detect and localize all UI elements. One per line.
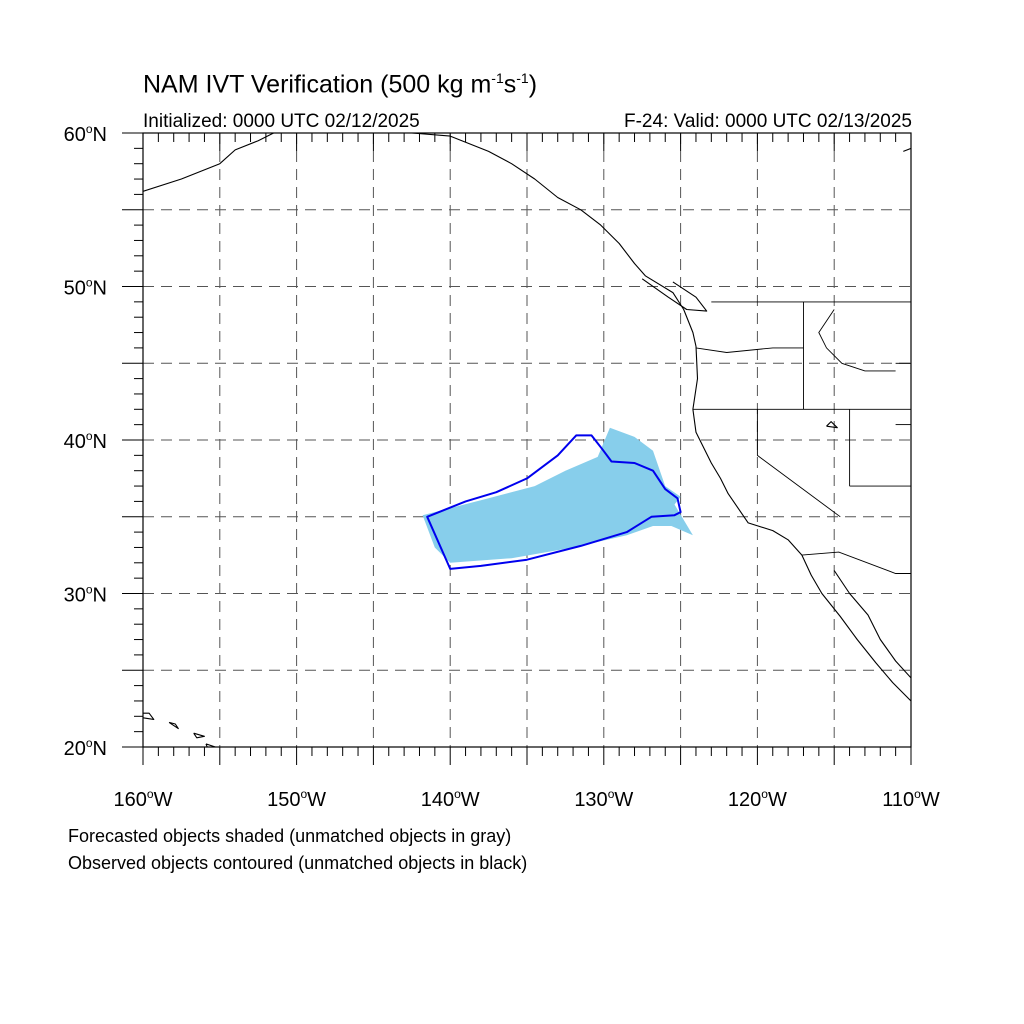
page-title: NAM IVT Verification (500 kg m-1s-1) <box>143 70 537 99</box>
lat-label: 60oN <box>64 122 107 146</box>
lon-label: 120oW <box>728 787 787 811</box>
lon-label: 140oW <box>421 787 480 811</box>
border-segment <box>818 309 896 372</box>
border-segment <box>801 551 911 574</box>
lon-label: 160oW <box>114 787 173 811</box>
lon-label: 130oW <box>574 787 633 811</box>
graticule <box>143 133 911 747</box>
coastline-segment <box>205 743 218 747</box>
border-segment <box>695 347 804 353</box>
coastline-segment <box>833 570 911 679</box>
axis-ticks <box>122 132 912 765</box>
lat-label: 20oN <box>64 736 107 760</box>
lat-label: 50oN <box>64 276 107 300</box>
title-close: ) <box>528 70 538 99</box>
coastline-segment <box>168 721 179 730</box>
footnote-forecast: Forecasted objects shaded (unmatched obj… <box>68 826 512 846</box>
valid-time: F-24: Valid: 0000 UTC 02/13/2025 <box>624 111 912 132</box>
title-exponent-1: -1 <box>491 70 504 86</box>
forecast-objects <box>422 427 693 563</box>
coastline-segment <box>143 712 155 720</box>
coastline-segment <box>193 732 205 739</box>
title-unit-s: s <box>503 70 517 99</box>
coastline-segment <box>143 133 274 192</box>
lon-label: 110oW <box>882 787 940 811</box>
coastline-segment <box>411 133 911 702</box>
coastline-segment <box>641 278 708 312</box>
coastline-segment <box>826 421 838 429</box>
political-borders <box>692 301 911 574</box>
title-exponent-2: -1 <box>516 70 529 86</box>
lat-label: 40oN <box>64 429 107 453</box>
title-text: NAM IVT Verification (500 kg m <box>143 70 492 99</box>
lat-label: 30oN <box>64 583 107 607</box>
coastline-segment <box>903 147 911 152</box>
axis-labels: 60oN 50oN 40oN 30oN 20oN 160oW 150oW 140oW 130oW… <box>64 122 940 811</box>
observed-object-contour <box>426 434 682 570</box>
coastlines <box>143 133 911 747</box>
border-segment <box>756 409 841 518</box>
footnote-observed: Observed objects contoured (unmatched ob… <box>68 853 528 873</box>
forecast-object-shading <box>422 427 693 563</box>
lon-label: 150oW <box>267 787 326 811</box>
observed-objects <box>426 434 682 570</box>
initialized-time: Initialized: 0000 UTC 02/12/2025 <box>143 111 420 132</box>
